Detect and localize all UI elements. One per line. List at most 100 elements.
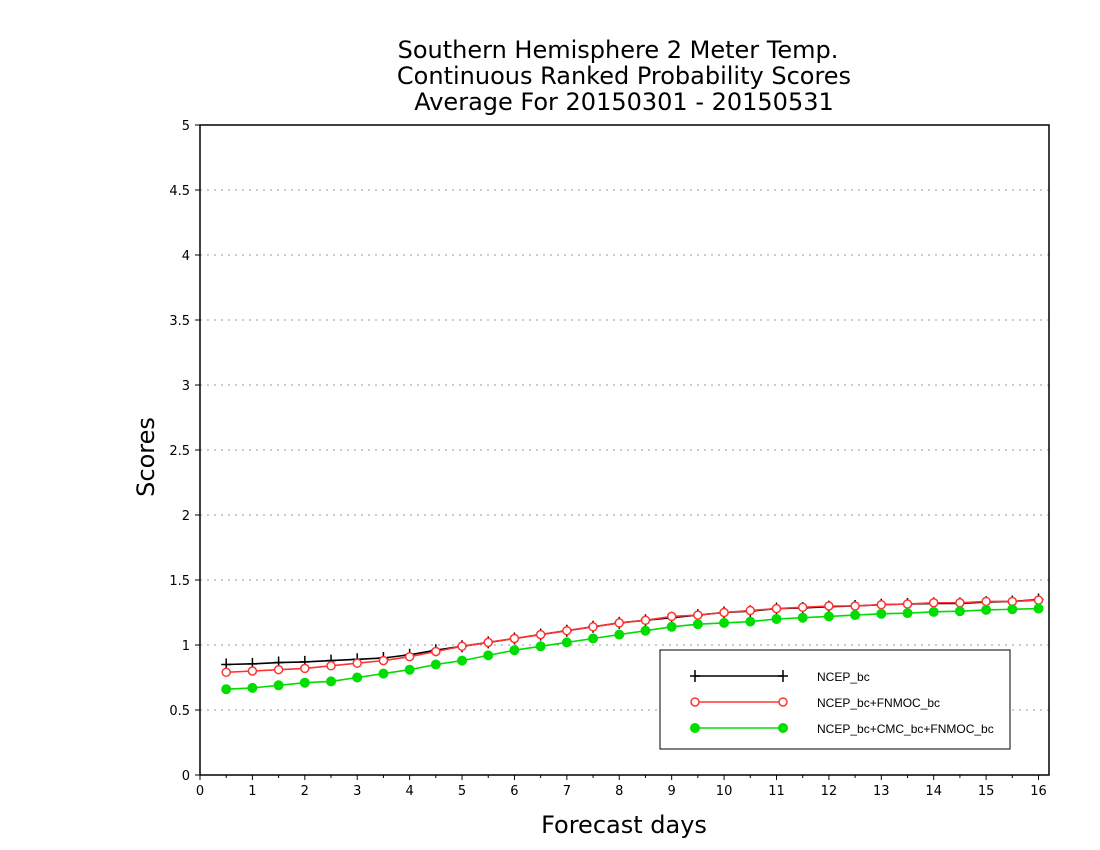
data-point <box>300 663 310 674</box>
series-group <box>221 593 1044 695</box>
legend-label: NCEP_bc+CMC_bc+FNMOC_bc <box>817 722 994 736</box>
legend-item: NCEP_bc+FNMOC_bc <box>690 696 940 710</box>
x-axis-title: Forecast days <box>541 811 707 839</box>
data-point <box>719 607 729 618</box>
data-point <box>535 641 546 652</box>
data-point <box>902 608 913 619</box>
chart-title: Southern Hemisphere 2 Meter Temp. Contin… <box>397 36 851 116</box>
x-tick-label: 1 <box>248 784 256 799</box>
x-tick-label: 0 <box>196 784 204 799</box>
y-tick-label: 3 <box>182 379 190 394</box>
x-tick-label: 6 <box>510 784 518 799</box>
x-tick-label: 2 <box>301 784 309 799</box>
data-point <box>954 606 965 617</box>
legend-item: NCEP_bc+CMC_bc+FNMOC_bc <box>690 722 994 736</box>
data-point <box>509 645 520 656</box>
x-axis: 0 1 2 3 4 5 6 7 8 9 10 11 12 13 14 15 16 <box>196 775 1047 799</box>
data-point <box>457 641 467 652</box>
data-point <box>981 604 992 615</box>
data-point <box>928 606 939 617</box>
data-point <box>745 616 756 627</box>
y-tick-label: 3.5 <box>169 314 190 329</box>
data-point <box>928 598 939 608</box>
y-tick-label: 2.5 <box>169 444 190 459</box>
data-point <box>457 655 468 666</box>
x-tick-label: 4 <box>405 784 413 799</box>
data-point <box>797 602 808 613</box>
y-tick-label: 5 <box>182 119 190 134</box>
data-point <box>352 672 363 683</box>
data-point <box>771 603 782 614</box>
y-tick-label: 1 <box>182 639 190 654</box>
data-point <box>326 661 336 671</box>
x-tick-label: 8 <box>615 784 623 799</box>
data-point <box>1007 604 1018 615</box>
x-tick-label: 5 <box>458 784 466 799</box>
data-point <box>778 670 788 682</box>
y-tick-label: 2 <box>182 509 190 524</box>
y-tick-label: 0 <box>182 769 190 784</box>
data-point <box>299 677 310 688</box>
data-point <box>745 605 756 616</box>
data-point <box>666 611 677 622</box>
data-point <box>1033 603 1044 614</box>
y-tick-label: 0.5 <box>169 704 190 719</box>
data-point <box>430 659 441 670</box>
x-tick-label: 10 <box>716 784 733 799</box>
legend-label: NCEP_bc <box>817 670 870 684</box>
x-tick-label: 9 <box>668 784 676 799</box>
data-point <box>483 650 494 661</box>
data-point <box>778 697 788 707</box>
series-NCEP_bc+FNMOC_bc <box>221 595 1044 678</box>
data-point <box>690 670 700 682</box>
data-point <box>588 622 598 632</box>
y-tick-label: 4 <box>182 249 190 264</box>
data-point <box>690 723 700 733</box>
chart-title-line-3: Average For 20150301 - 20150531 <box>414 88 834 116</box>
x-tick-label: 7 <box>563 784 571 799</box>
data-point <box>797 612 808 623</box>
data-point <box>850 610 861 621</box>
data-point <box>693 610 703 620</box>
data-point <box>1033 595 1044 605</box>
data-point <box>221 684 232 695</box>
data-point <box>509 633 520 644</box>
data-point <box>404 664 415 675</box>
x-tick-label: 11 <box>768 784 785 799</box>
legend-item: NCEP_bc <box>690 670 870 684</box>
data-point <box>483 637 493 648</box>
data-point <box>378 668 389 679</box>
legend-box <box>659 649 1011 750</box>
data-point <box>981 596 991 607</box>
data-point <box>614 618 625 628</box>
data-point <box>719 617 730 628</box>
data-point <box>850 601 860 611</box>
data-point <box>247 666 258 676</box>
data-point <box>823 611 834 622</box>
data-point <box>352 658 362 668</box>
data-point <box>247 682 258 693</box>
legend-label: NCEP_bc+FNMOC_bc <box>817 696 940 710</box>
data-point <box>778 723 788 733</box>
data-point <box>876 599 887 610</box>
data-point <box>378 655 389 666</box>
data-point <box>876 608 887 619</box>
data-point <box>955 598 965 608</box>
data-point <box>404 651 415 662</box>
x-tick-label: 15 <box>978 784 995 799</box>
x-tick-label: 12 <box>821 784 838 799</box>
data-point <box>535 629 546 640</box>
x-tick-label: 3 <box>353 784 361 799</box>
data-point <box>640 625 651 636</box>
x-tick-label: 16 <box>1030 784 1047 799</box>
data-point <box>824 601 834 611</box>
legend: NCEP_bc NCEP_bc+FNMOC_bc NCEP_bc+CMC_bc+FN… <box>659 649 1011 750</box>
data-point <box>562 625 572 636</box>
y-tick-label: 1.5 <box>169 574 190 589</box>
data-point <box>692 619 703 630</box>
series-NCEP_bc+CMC_bc+FNMOC_bc <box>221 603 1044 695</box>
x-tick-label: 14 <box>925 784 942 799</box>
data-point <box>431 646 441 657</box>
data-point <box>640 615 651 626</box>
